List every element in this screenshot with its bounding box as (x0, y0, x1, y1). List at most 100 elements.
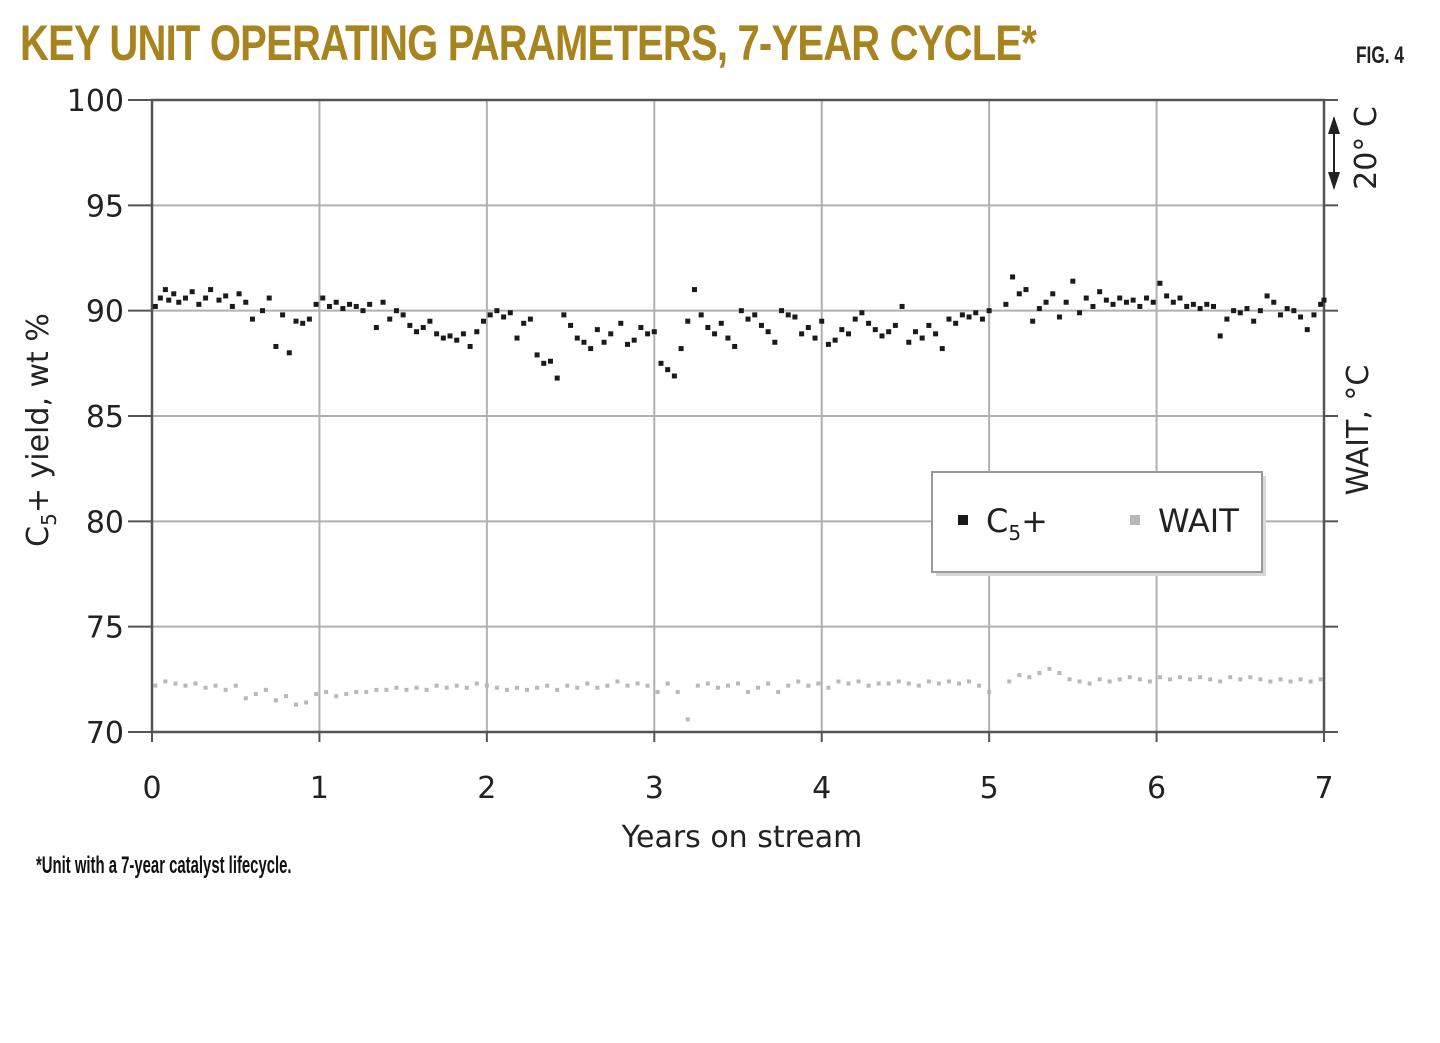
wait-data-point (364, 689, 369, 694)
wait-data-point (213, 683, 218, 688)
legend: C5+ WAIT (931, 471, 1266, 576)
c5-data-point (1291, 308, 1297, 314)
wait-data-point (253, 692, 258, 697)
c5-data-point (1321, 297, 1327, 303)
wait-data-point (163, 679, 168, 684)
y-tick-label: 70 (86, 716, 124, 751)
c5-data-point (373, 325, 379, 331)
y-tick-label: 80 (86, 505, 124, 540)
c5-data-point (306, 316, 312, 322)
wait-data-point (916, 683, 921, 688)
wait-data-point (1027, 675, 1032, 680)
wait-data-point (957, 681, 962, 686)
wait-data-point (1097, 677, 1102, 682)
wait-data-point (514, 685, 519, 690)
c5-data-point (333, 299, 339, 305)
x-axis-title: Years on stream (621, 820, 863, 855)
wait-data-point (1308, 679, 1313, 684)
legend-label-wait: WAIT (1158, 502, 1239, 540)
c5-data-point (846, 331, 852, 337)
footnote: *Unit with a 7-year catalyst lifecycle. (36, 852, 292, 879)
scale-arrow-up-icon (1328, 116, 1340, 134)
c5-data-point (651, 329, 657, 335)
grid-lines (152, 100, 1324, 732)
c5-data-point (1311, 312, 1317, 318)
c5-data-point (1123, 299, 1129, 305)
c5-data-point (494, 308, 500, 314)
c5-data-point (624, 341, 630, 347)
c5-data-point (892, 322, 898, 328)
c5-data-point (1284, 306, 1290, 312)
wait-data-point (625, 683, 630, 688)
wait-data-point (504, 687, 509, 692)
plot-frame (150, 98, 1326, 734)
wait-data-point (1067, 677, 1072, 682)
c5-data-point (765, 329, 771, 335)
c5-data-point (1164, 293, 1170, 299)
c5-data-point (171, 291, 177, 297)
wait-data-point (444, 685, 449, 690)
x-tick-label: 2 (477, 771, 496, 806)
y-tick-label: 95 (86, 189, 124, 224)
c5-data-point (434, 331, 440, 337)
c5-data-point (926, 322, 932, 328)
c5-data-point (474, 329, 480, 335)
c5-data-point (986, 308, 992, 314)
c5-data-point (367, 301, 373, 307)
c5-data-point (1170, 299, 1176, 305)
wait-data-point (1037, 671, 1042, 676)
c5-data-point (959, 312, 965, 318)
wait-data-point (203, 685, 208, 690)
c5-data-point (514, 335, 520, 341)
wait-data-point (977, 683, 982, 688)
wait-data-point (454, 683, 459, 688)
wait-data-point (1007, 679, 1012, 684)
c5-data-point (819, 318, 825, 324)
wait-data-point (314, 692, 319, 697)
c5-data-point (280, 312, 286, 318)
figure-label: FIG. 4 (1356, 42, 1405, 69)
c5-data-point (487, 312, 493, 318)
wait-data-point (464, 685, 469, 690)
c5-data-point (953, 320, 959, 326)
c5-data-point (1030, 318, 1036, 324)
wait-data-point (967, 679, 972, 684)
c5-data-point (1271, 299, 1277, 305)
c5-data-point (879, 333, 885, 339)
c5-data-point (1251, 318, 1257, 324)
c5-data-point (1036, 306, 1042, 312)
wait-series (153, 666, 1323, 722)
c5-data-point (313, 301, 319, 307)
c5-data-point (1010, 274, 1016, 280)
x-tick-label: 0 (142, 771, 161, 806)
c5-data-point (886, 329, 892, 335)
c5-data-point (347, 301, 353, 307)
y-tick-label: 85 (86, 400, 124, 435)
c5-data-point (162, 287, 168, 293)
wait-data-point (655, 689, 660, 694)
wait-data-point (183, 683, 188, 688)
wait-data-point (173, 681, 178, 686)
wait-data-point (856, 679, 861, 684)
c5-data-point (872, 327, 878, 333)
c5-data-point (1090, 303, 1096, 309)
c5-data-point (712, 331, 718, 337)
c5-data-point (1083, 295, 1089, 301)
c5-data-point (203, 295, 209, 301)
y-axis-title-rest: + yield, wt % (21, 313, 56, 513)
wait-data-point (304, 700, 309, 705)
c5-data-point (152, 303, 158, 309)
c5-data-point (678, 346, 684, 352)
c5-data-point (260, 308, 266, 314)
c5-data-point (691, 287, 697, 293)
wait-data-point (404, 687, 409, 692)
wait-data-point (1298, 677, 1303, 682)
c5-data-point (1217, 333, 1223, 339)
c5-data-point (189, 289, 195, 295)
wait-data-point (896, 679, 901, 684)
c5-data-point (568, 322, 574, 328)
c5-data-point (380, 299, 386, 305)
wait-data-point (866, 683, 871, 688)
c5-data-point (685, 318, 691, 324)
